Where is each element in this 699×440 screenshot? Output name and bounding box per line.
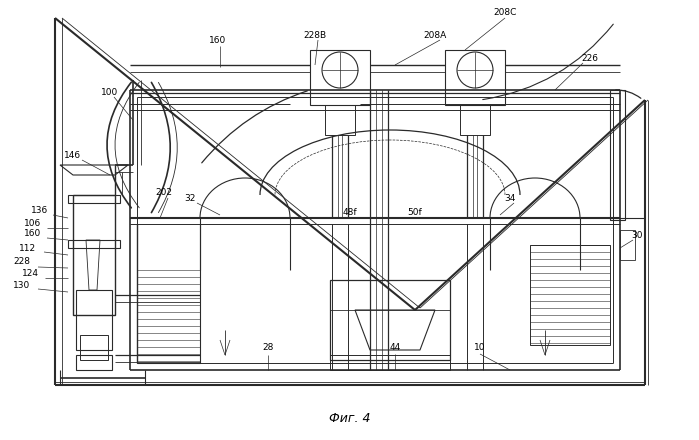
Bar	[68, 240, 120, 248]
Text: 208C: 208C	[493, 7, 517, 17]
Bar	[460, 105, 490, 135]
Text: 10: 10	[474, 344, 486, 352]
Bar	[68, 195, 120, 203]
Bar	[80, 335, 108, 360]
Text: 160: 160	[210, 36, 226, 44]
Text: 136: 136	[31, 205, 49, 215]
Text: 228B: 228B	[303, 30, 326, 40]
Text: 30: 30	[631, 231, 643, 239]
Bar	[620, 230, 635, 260]
Bar	[610, 90, 625, 220]
Text: 208A: 208A	[424, 30, 447, 40]
Text: 112: 112	[20, 243, 36, 253]
Text: 34: 34	[504, 194, 516, 202]
Text: 48f: 48f	[343, 208, 357, 216]
Text: 100: 100	[101, 88, 119, 96]
Text: 50f: 50f	[408, 208, 422, 216]
Text: 228: 228	[13, 257, 31, 267]
Text: 32: 32	[185, 194, 196, 202]
Bar	[445, 50, 505, 105]
Bar	[310, 50, 370, 105]
Text: 160: 160	[24, 228, 42, 238]
Text: 124: 124	[22, 268, 38, 278]
Bar	[325, 105, 355, 135]
Bar	[530, 245, 610, 345]
Text: 44: 44	[389, 344, 401, 352]
Bar	[330, 280, 450, 360]
Text: 130: 130	[13, 281, 31, 290]
Bar	[76, 290, 112, 350]
Text: Фиг. 4: Фиг. 4	[329, 411, 370, 425]
Text: 28: 28	[262, 344, 274, 352]
Text: 226: 226	[582, 54, 598, 62]
Text: 146: 146	[64, 150, 82, 160]
Bar	[73, 195, 115, 315]
Bar	[76, 355, 112, 370]
Bar	[330, 355, 450, 370]
Text: 202: 202	[155, 187, 173, 197]
Text: 106: 106	[24, 219, 42, 227]
